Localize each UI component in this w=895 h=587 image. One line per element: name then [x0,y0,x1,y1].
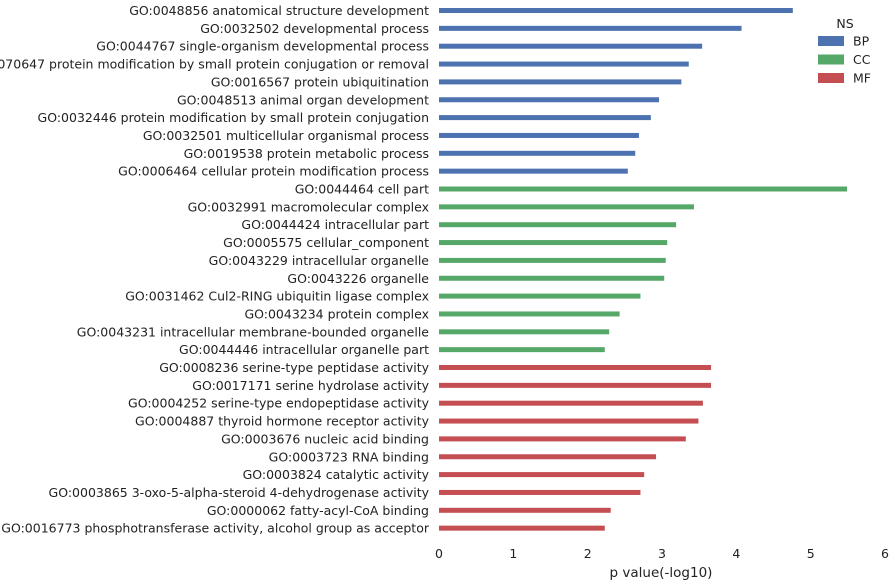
bar-bp [439,61,689,67]
category-label: GO:0003824 catalytic activity [243,467,430,482]
category-label: GO:0004252 serine-type endopeptidase act… [128,396,430,411]
category-label: GO:0019538 protein metabolic process [184,146,429,161]
category-label: GO:0000062 fatty-acyl-CoA binding [207,503,429,518]
bar-cc [439,293,641,299]
bar-cc [439,275,665,281]
bars-layer [439,8,848,531]
bar-cc [439,222,677,228]
x-tick-label: 5 [807,546,815,561]
bar-mf [439,472,645,478]
category-label: GO:0003723 RNA binding [269,449,429,464]
bar-bp [439,115,651,121]
category-label: GO:0032446 protein modification by small… [38,110,429,125]
category-label: GO:0004887 thyroid hormone receptor acti… [135,414,430,429]
bar-bp [439,132,639,138]
category-label: GO:0044424 intracellular part [241,217,429,232]
x-tick-label: 2 [584,546,592,561]
x-tick-label: 1 [509,546,517,561]
legend-title: NS [836,16,853,31]
category-label: GO:0043231 intracellular membrane-bounde… [77,324,430,339]
bar-bp [439,43,703,49]
x-tick-label: 6 [881,546,889,561]
bar-mf [439,400,703,406]
category-label: GO:0044767 single-organism developmental… [96,39,429,54]
category-label: GO:0017171 serine hydrolase activity [192,378,429,393]
category-label: GO:0043234 protein complex [244,306,429,321]
bar-cc [439,186,848,192]
category-label: GO:0044464 cell part [295,182,429,197]
category-label: GO:0070647 protein modification by small… [0,57,429,72]
bar-mf [439,418,699,424]
category-label: GO:0048513 animal organ development [177,92,429,107]
category-label: GO:0016773 phosphotransferase activity, … [1,521,430,536]
bar-mf [439,525,605,531]
bar-cc [439,240,668,246]
bar-bp [439,168,628,174]
category-labels: GO:0048856 anatomical structure developm… [0,3,430,536]
x-axis: 0 1 2 3 4 5 6 [435,546,889,561]
category-label: GO:0008236 serine-type peptidase activit… [159,360,429,375]
bar-mf [439,436,686,442]
category-label: GO:0032502 developmental process [200,21,429,36]
bar-cc [439,257,666,263]
category-label: GO:0003676 nucleic acid binding [221,431,429,446]
bar-bp [439,97,660,103]
bar-cc [439,347,605,353]
bar-bp [439,150,636,156]
category-label: GO:0016567 protein ubiquitination [211,74,429,89]
category-label: GO:0006464 cellular protein modification… [118,164,429,179]
category-label: GO:0005575 cellular_component [223,235,429,250]
x-axis-label: p value(-log10) [610,565,713,581]
bar-bp [439,8,793,13]
bar-bp [439,79,682,85]
bar-cc [439,311,620,317]
x-tick-label: 3 [658,546,666,561]
legend-swatch-bp [818,36,844,46]
bar-cc [439,329,610,335]
bar-cc [439,204,694,210]
category-label: GO:0032991 macromolecular complex [188,199,429,214]
bar-mf [439,365,712,370]
category-label: GO:0044446 intracellular organelle part [179,342,429,357]
legend-label-cc: CC [853,52,871,67]
legend-label-bp: BP [853,34,870,49]
bar-mf [439,489,641,495]
bar-bp [439,25,742,31]
bar-mf [439,507,611,513]
bar-mf [439,382,712,388]
legend-label-mf: MF [853,71,871,86]
category-label: GO:0031462 Cul2-RING ubiquitin ligase co… [125,289,429,304]
x-tick-label: 4 [732,546,740,561]
legend-swatch-mf [818,73,844,83]
category-label: GO:0003865 3-oxo-5-alpha-steroid 4-dehyd… [49,485,430,500]
bar-mf [439,454,657,460]
category-label: GO:0032501 multicellular organismal proc… [143,128,429,143]
category-label: GO:0048856 anatomical structure developm… [129,3,429,18]
legend: NS BP CC MF [818,16,871,86]
x-tick-label: 0 [435,546,443,561]
category-label: GO:0043229 intracellular organelle [209,253,430,268]
category-label: GO:0043226 organelle [287,271,429,286]
legend-swatch-cc [818,54,844,65]
